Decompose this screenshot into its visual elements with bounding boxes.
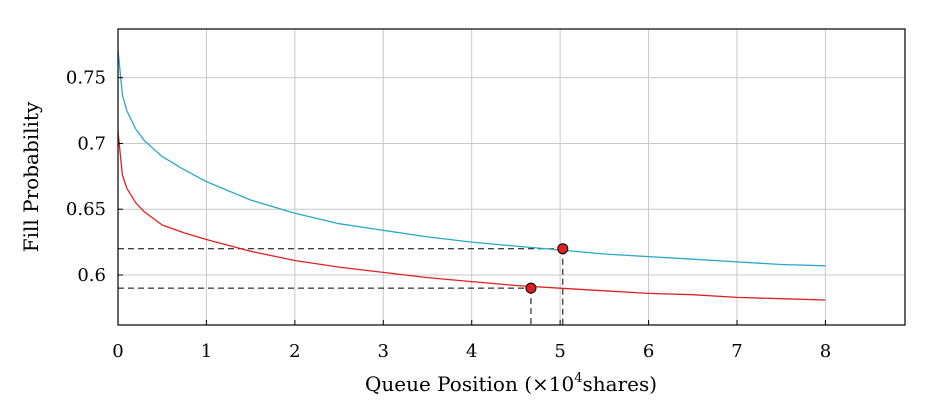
x-axis-label-unit: shares)	[583, 372, 658, 396]
x-tick-label: 7	[731, 341, 742, 362]
x-tick-label: 0	[112, 341, 123, 362]
guide-lines	[118, 248, 564, 325]
x-tick-label: 5	[554, 341, 565, 362]
plot-background	[118, 29, 905, 325]
y-tick-label: 0.65	[66, 199, 106, 220]
marker-point-1	[557, 243, 569, 255]
x-tick-label: 1	[201, 341, 212, 362]
y-axis-label: Fill Probability	[19, 101, 43, 252]
x-tick-label: 2	[289, 341, 300, 362]
y-axis-ticks: 0.6 0.65 0.7 0.75	[66, 68, 123, 286]
series-line-1	[117, 49, 826, 267]
y-tick-label: 0.7	[77, 133, 106, 154]
x-tick-label: 8	[820, 341, 831, 362]
x-axis-ticks: 0 1 2 3 4 5 6 7 8	[112, 320, 831, 362]
x-tick-label: 3	[378, 341, 389, 362]
y-tick-label: 0.6	[77, 265, 106, 286]
grid-lines	[117, 29, 905, 325]
x-axis-label-exponent: 4	[574, 371, 582, 386]
x-tick-label: 4	[466, 341, 477, 362]
highlight-markers	[525, 243, 569, 294]
x-axis-label: Queue Position (×104shares)	[365, 371, 657, 396]
plot-frame	[117, 28, 906, 326]
series-line-2	[117, 131, 826, 301]
x-axis-label-main: Queue Position (×10	[365, 372, 574, 396]
x-tick-label: 6	[643, 341, 654, 362]
series-lines	[117, 49, 826, 301]
marker-point-2	[525, 282, 537, 294]
y-tick-label: 0.75	[66, 68, 106, 89]
